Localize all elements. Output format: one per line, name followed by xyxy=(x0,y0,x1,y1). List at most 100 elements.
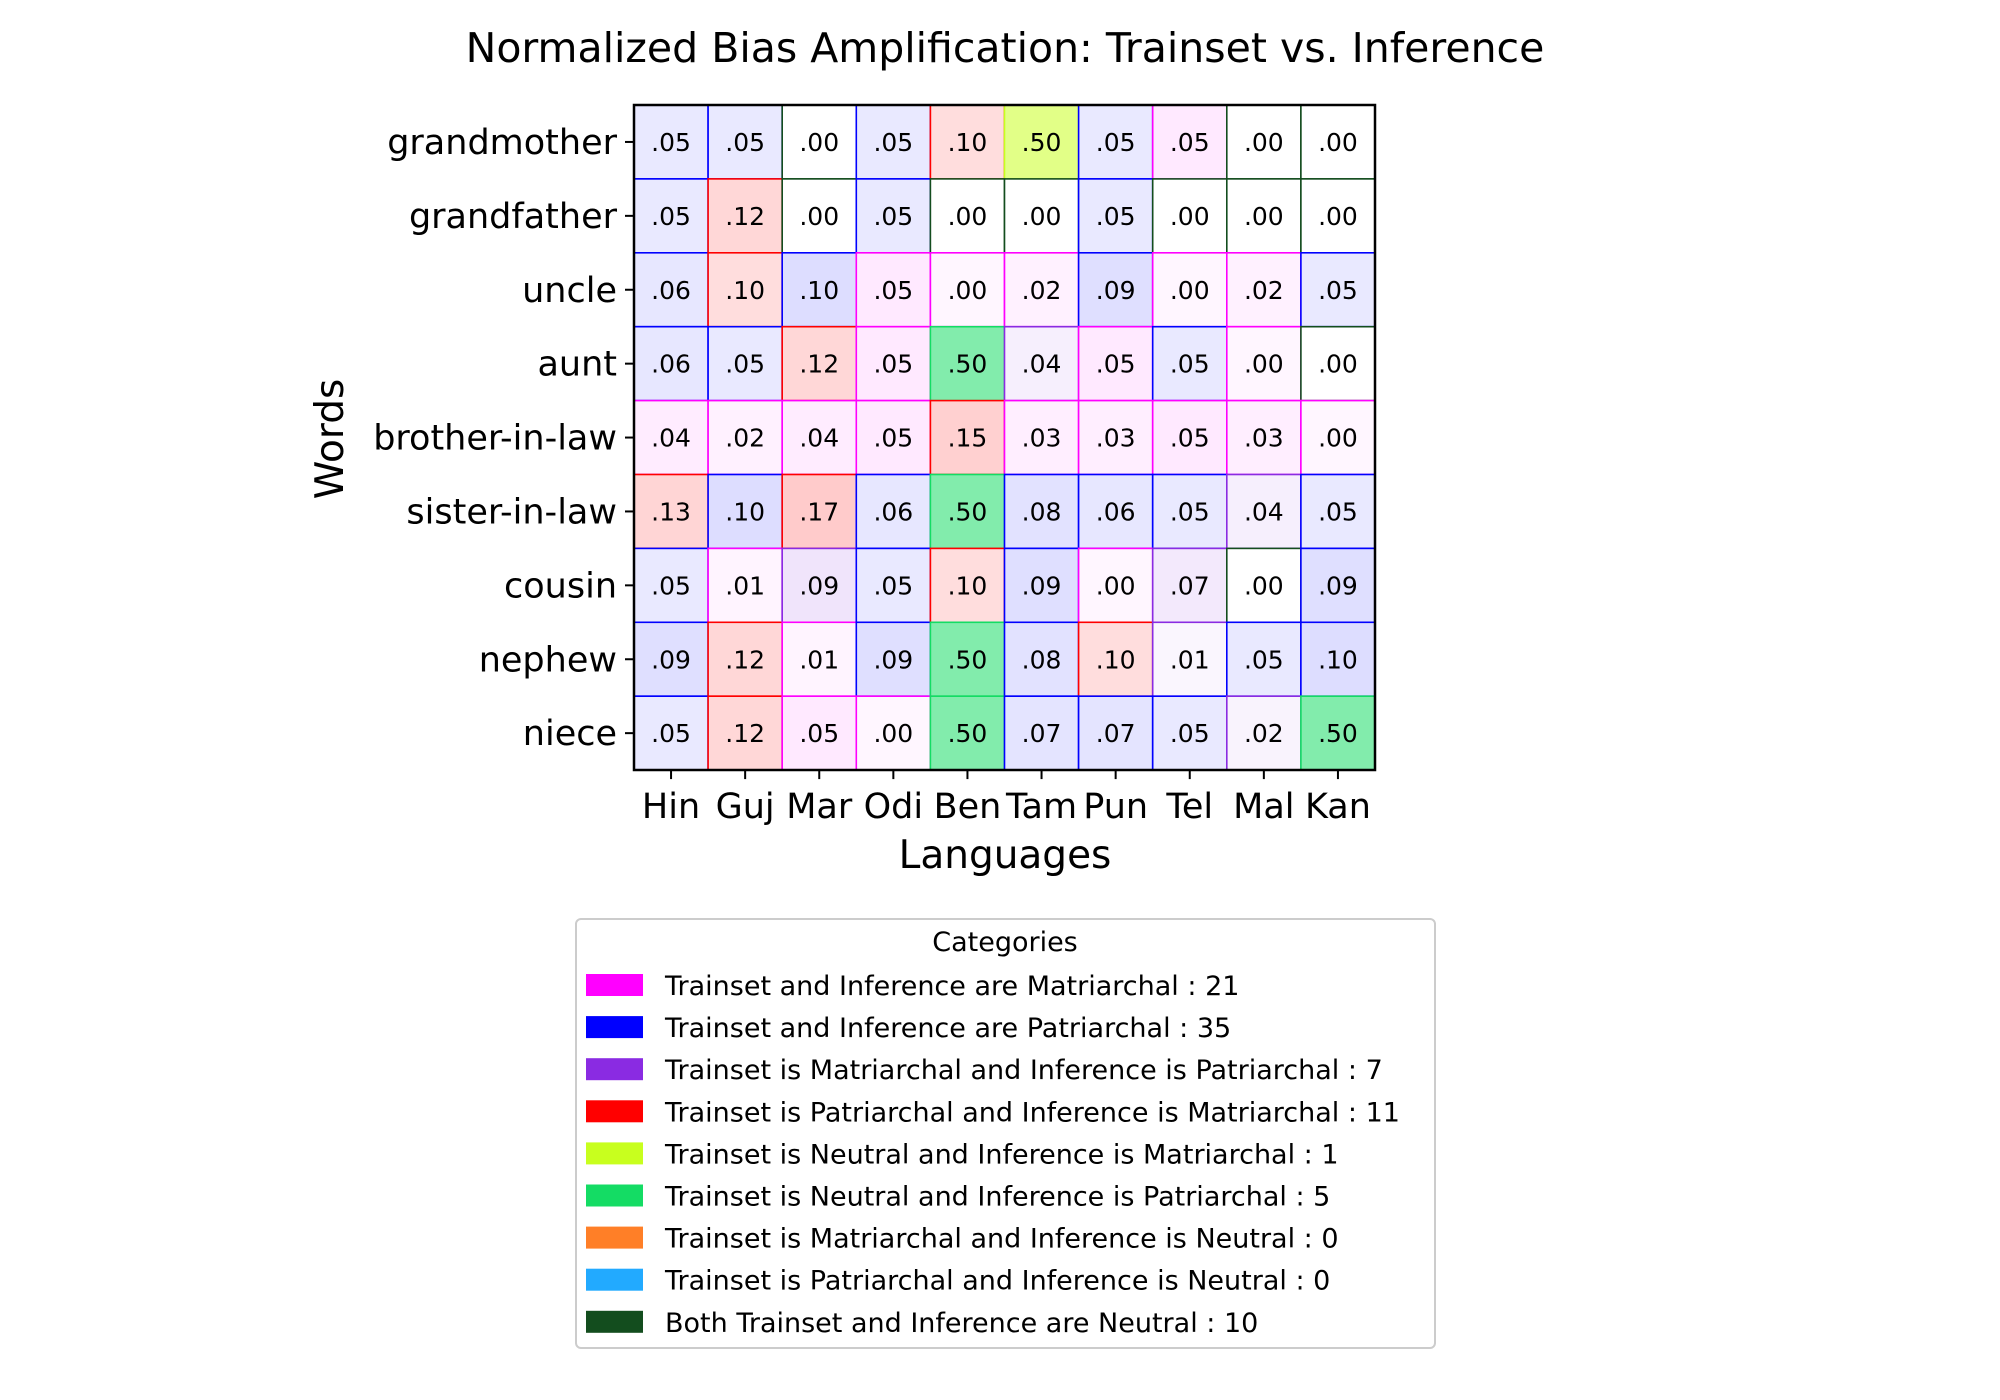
legend-swatch xyxy=(586,1226,643,1249)
heatmap-cell: .50 xyxy=(1003,104,1080,180)
cell-fill xyxy=(707,695,783,771)
cell-value-label: .10 xyxy=(948,571,988,600)
heatmap-cell: .15 xyxy=(929,399,1006,476)
heatmap-cell: .10 xyxy=(1077,621,1154,697)
cell-value-label: .00 xyxy=(948,276,988,305)
cell-value-label: .02 xyxy=(1022,276,1062,305)
cell-value-label: .07 xyxy=(1096,719,1136,748)
cell-fill xyxy=(781,621,858,697)
heatmap-cell: .50 xyxy=(929,473,1006,550)
heatmap-cell: .01 xyxy=(781,621,858,697)
cell-value-label: .05 xyxy=(799,719,839,748)
cell-value-label: .09 xyxy=(1318,571,1358,600)
cell-value-label: .05 xyxy=(873,276,913,305)
heatmap-cell: .07 xyxy=(1003,695,1080,771)
heatmap-cell: .05 xyxy=(633,695,709,771)
heatmap-cell: .12 xyxy=(707,621,783,697)
cell-value-label: .05 xyxy=(651,719,691,748)
heatmap-cell: .05 xyxy=(855,325,932,402)
heatmap-cell: .06 xyxy=(633,325,709,402)
cell-value-label: .05 xyxy=(651,571,691,600)
y-tick-label: aunt xyxy=(537,345,617,385)
cell-value-label: .00 xyxy=(1170,276,1210,305)
cell-value-label: .00 xyxy=(1244,571,1284,600)
cell-fill xyxy=(929,547,1006,624)
heatmap-cell: .12 xyxy=(707,178,783,254)
heatmap-cell: .05 xyxy=(855,104,932,180)
heatmap-cell: .04 xyxy=(1226,473,1302,550)
cell-fill xyxy=(633,104,709,180)
cell-value-label: .05 xyxy=(1096,128,1136,157)
cell-value-label: .04 xyxy=(651,424,691,453)
heatmap-cell: .00 xyxy=(929,252,1006,328)
y-tick-label: cousin xyxy=(504,566,617,606)
legend: Categories Trainset and Inference are Ma… xyxy=(575,918,1436,1349)
cell-value-label: .09 xyxy=(873,645,913,674)
cell-value-label: .00 xyxy=(1022,202,1062,231)
cell-fill xyxy=(855,547,932,624)
heatmap-cell: .02 xyxy=(1003,252,1080,328)
heatmap-cell: .06 xyxy=(855,473,932,550)
cell-value-label: .06 xyxy=(651,350,691,379)
x-tick-label: Mar xyxy=(786,787,853,827)
cell-value-label: .50 xyxy=(948,350,988,379)
cell-value-label: .01 xyxy=(725,571,765,600)
heatmap-cell: .01 xyxy=(707,547,783,624)
cell-fill xyxy=(1300,547,1376,624)
heatmap-cell: .03 xyxy=(1077,399,1154,476)
cell-fill xyxy=(707,325,783,402)
cell-fill xyxy=(855,621,932,697)
x-tick-label: Guj xyxy=(716,787,775,827)
cell-value-label: .12 xyxy=(725,202,765,231)
cell-value-label: .05 xyxy=(1170,719,1210,748)
cell-value-label: .03 xyxy=(1096,424,1136,453)
cell-value-label: .05 xyxy=(1318,276,1358,305)
heatmap-cell: .05 xyxy=(707,325,783,402)
heatmap-cell: .05 xyxy=(1151,104,1228,180)
heatmap-cell: .05 xyxy=(1151,325,1228,402)
heatmap-cell: .05 xyxy=(633,104,709,180)
heatmap-cell: .08 xyxy=(1003,473,1080,550)
heatmap-cell: .05 xyxy=(855,547,932,624)
cell-value-label: .00 xyxy=(1170,202,1210,231)
heatmap-cell: .07 xyxy=(1077,695,1154,771)
heatmap-cell: .05 xyxy=(1300,473,1376,550)
heatmap-cell: .00 xyxy=(929,178,1006,254)
heatmap-cell: .10 xyxy=(781,252,858,328)
cell-value-label: .00 xyxy=(1318,202,1358,231)
legend-swatch xyxy=(586,1100,643,1123)
legend-entry-label: Trainset is Patriarchal and Inference is… xyxy=(664,1266,1330,1297)
x-tick-label: Odi xyxy=(864,787,924,827)
heatmap-cell: .10 xyxy=(929,547,1006,624)
y-tick-label: grandfather xyxy=(409,197,618,237)
heatmap-cell: .09 xyxy=(855,621,932,697)
cell-value-label: .00 xyxy=(799,202,839,231)
legend-entry-label: Trainset and Inference are Patriarchal :… xyxy=(664,1013,1231,1044)
heatmap-cell: .05 xyxy=(781,695,858,771)
cell-value-label: .05 xyxy=(1170,128,1210,157)
cell-value-label: .09 xyxy=(799,571,839,600)
cell-value-label: .09 xyxy=(1096,276,1136,305)
heatmap-cell: .09 xyxy=(1077,252,1154,328)
cell-fill xyxy=(1300,252,1376,328)
y-tick-label: sister-in-law xyxy=(406,492,617,532)
heatmap-cell: .12 xyxy=(707,695,783,771)
cell-value-label: .02 xyxy=(725,424,765,453)
heatmap-cell: .06 xyxy=(633,252,709,328)
heatmap-cell: .04 xyxy=(1003,325,1080,402)
heatmap-cell: .07 xyxy=(1151,547,1228,624)
heatmap-cell: .05 xyxy=(707,104,783,180)
heatmap-cell: .13 xyxy=(633,473,709,550)
cell-value-label: .13 xyxy=(651,497,691,526)
cell-value-label: .05 xyxy=(725,128,765,157)
cell-fill xyxy=(929,621,1006,697)
cell-value-label: .02 xyxy=(1244,276,1284,305)
heatmap-cell: .05 xyxy=(633,178,709,254)
legend-entry-label: Trainset is Neutral and Inference is Pat… xyxy=(664,1182,1330,1213)
legend-entry-label: Trainset is Matriarchal and Inference is… xyxy=(664,1055,1383,1086)
cell-value-label: .04 xyxy=(1244,497,1284,526)
heatmap-cell: .05 xyxy=(1077,325,1154,402)
cell-fill xyxy=(1226,252,1302,328)
cell-value-label: .08 xyxy=(1022,497,1062,526)
